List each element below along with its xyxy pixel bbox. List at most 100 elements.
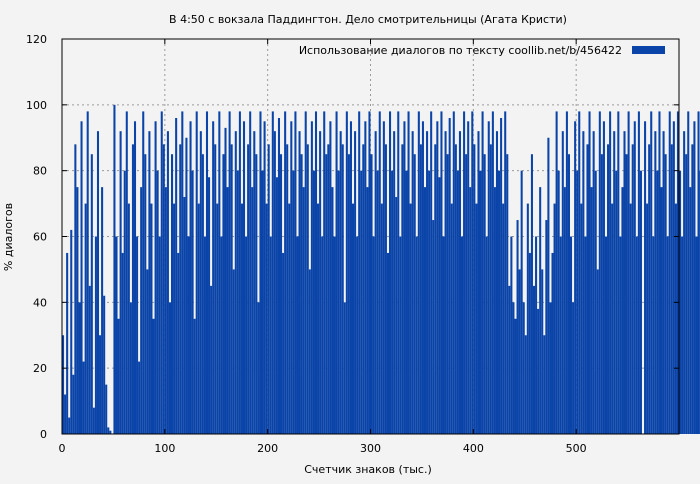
- data-bar: [196, 111, 198, 434]
- data-bar: [422, 121, 424, 434]
- data-bar: [496, 131, 498, 434]
- data-bar: [276, 177, 278, 434]
- data-bar: [171, 154, 173, 434]
- data-bar: [336, 111, 338, 434]
- data-bar: [582, 131, 584, 434]
- data-bar: [576, 171, 578, 434]
- data-bar: [251, 187, 253, 434]
- data-bar: [266, 204, 268, 434]
- data-bar: [305, 111, 307, 434]
- data-bar: [539, 187, 541, 434]
- data-bar: [510, 237, 512, 435]
- data-bar: [89, 286, 91, 434]
- data-bar: [115, 237, 117, 435]
- data-bar: [695, 237, 697, 435]
- data-bar: [691, 144, 693, 434]
- data-bar: [440, 111, 442, 434]
- data-bar: [333, 237, 335, 435]
- data-bar: [371, 154, 373, 434]
- data-bar: [595, 171, 597, 434]
- data-bar: [646, 204, 648, 434]
- data-bar: [463, 111, 465, 434]
- data-bar: [420, 144, 422, 434]
- data-bar: [640, 171, 642, 434]
- data-bar: [490, 144, 492, 434]
- data-bar: [288, 204, 290, 434]
- data-bar: [264, 121, 266, 434]
- data-bar: [537, 309, 539, 434]
- data-bar: [319, 131, 321, 434]
- data-bar: [531, 154, 533, 434]
- data-bar: [389, 111, 391, 434]
- data-bar: [381, 204, 383, 434]
- data-bar: [459, 131, 461, 434]
- y-tick-label: 60: [33, 231, 47, 244]
- data-bar: [535, 237, 537, 435]
- data-bar: [438, 177, 440, 434]
- data-bar: [628, 111, 630, 434]
- data-bar: [356, 237, 358, 435]
- data-bar: [245, 237, 247, 435]
- data-bar: [545, 220, 547, 434]
- data-bar: [296, 237, 298, 435]
- data-bar: [660, 187, 662, 434]
- data-bar: [401, 144, 403, 434]
- data-bar: [673, 121, 675, 434]
- data-bar: [568, 154, 570, 434]
- data-bar: [247, 144, 249, 434]
- data-bar: [615, 171, 617, 434]
- data-bar: [340, 131, 342, 434]
- data-bar: [350, 121, 352, 434]
- data-bar: [325, 154, 327, 434]
- data-bar: [486, 237, 488, 435]
- y-tick-label: 20: [33, 362, 47, 375]
- data-bar: [457, 171, 459, 434]
- data-bar: [461, 237, 463, 435]
- data-bar: [220, 237, 222, 435]
- data-bar: [181, 111, 183, 434]
- data-bar: [294, 111, 296, 434]
- data-bar: [601, 154, 603, 434]
- data-bar: [286, 144, 288, 434]
- data-bar: [142, 111, 144, 434]
- data-bar: [126, 111, 128, 434]
- data-bar: [519, 269, 521, 434]
- data-bar: [467, 121, 469, 434]
- data-bar: [687, 111, 689, 434]
- data-bar: [239, 111, 241, 434]
- data-bar: [617, 111, 619, 434]
- data-bar: [272, 111, 274, 434]
- data-bar: [465, 154, 467, 434]
- data-bar: [292, 171, 294, 434]
- data-bar: [241, 204, 243, 434]
- data-bar: [313, 171, 315, 434]
- data-bar: [72, 375, 74, 434]
- data-bar: [558, 171, 560, 434]
- data-bar: [698, 111, 700, 434]
- data-bar: [259, 111, 261, 434]
- data-bar: [66, 253, 68, 434]
- data-bar: [654, 131, 656, 434]
- x-tick-label: 400: [463, 442, 484, 455]
- data-bar: [373, 237, 375, 435]
- data-bar: [379, 111, 381, 434]
- data-bar: [436, 121, 438, 434]
- data-bar: [101, 187, 103, 434]
- data-bar: [506, 154, 508, 434]
- data-bar: [554, 204, 556, 434]
- data-bar: [414, 154, 416, 434]
- data-bar: [140, 187, 142, 434]
- data-bar: [529, 253, 531, 434]
- data-bar: [375, 131, 377, 434]
- data-bar: [155, 121, 157, 434]
- data-bar: [229, 111, 231, 434]
- data-bar: [383, 121, 385, 434]
- data-bar: [64, 395, 66, 435]
- x-tick-label: 0: [59, 442, 66, 455]
- data-bar: [103, 296, 105, 434]
- data-bar: [442, 237, 444, 435]
- data-bar: [621, 187, 623, 434]
- data-bar: [377, 171, 379, 434]
- data-bar: [368, 111, 370, 434]
